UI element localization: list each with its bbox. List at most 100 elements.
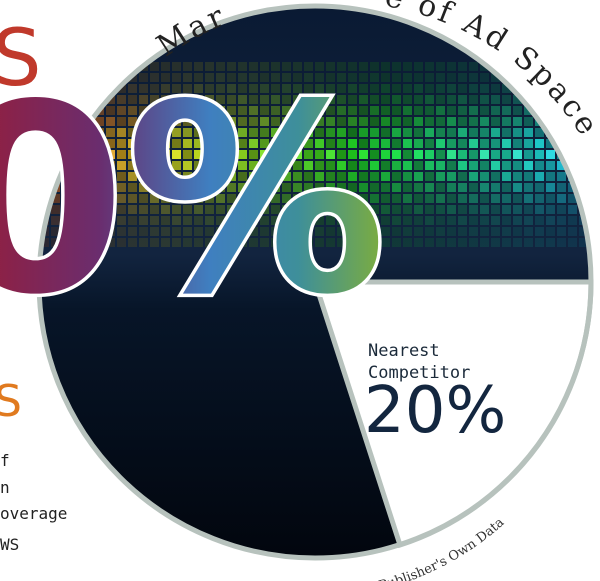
mosaic-tile — [513, 238, 522, 247]
mosaic-tile — [249, 128, 258, 137]
mosaic-tile — [249, 117, 258, 126]
mosaic-tile — [183, 62, 192, 71]
mosaic-tile — [161, 205, 170, 214]
mosaic-tile — [326, 139, 335, 148]
mosaic-tile — [304, 172, 313, 181]
mosaic-tile — [150, 95, 159, 104]
mosaic-tile — [139, 194, 148, 203]
mosaic-tile — [326, 106, 335, 115]
mosaic-tile — [414, 161, 423, 170]
mosaic-tile — [359, 95, 368, 104]
mosaic-tile — [315, 183, 324, 192]
mosaic-tile — [95, 128, 104, 137]
mosaic-tile — [469, 183, 478, 192]
mosaic-tile — [304, 183, 313, 192]
mosaic-tile — [480, 161, 489, 170]
mosaic-tile — [447, 62, 456, 71]
mosaic-tile — [579, 238, 588, 247]
mosaic-tile — [238, 183, 247, 192]
mosaic-tile — [238, 117, 247, 126]
mosaic-tile — [535, 238, 544, 247]
mosaic-tile — [238, 62, 247, 71]
mosaic-tile — [436, 205, 445, 214]
mosaic-tile — [502, 216, 511, 225]
mosaic-tile — [227, 194, 236, 203]
mosaic-tile — [73, 161, 82, 170]
mosaic-tile — [579, 161, 588, 170]
mosaic-tile — [161, 238, 170, 247]
mosaic-tile — [436, 238, 445, 247]
mosaic-tile — [227, 238, 236, 247]
mosaic-tile — [161, 183, 170, 192]
mosaic-tile — [392, 161, 401, 170]
mosaic-tile — [161, 128, 170, 137]
mosaic-tile — [304, 238, 313, 247]
mosaic-tile — [271, 194, 280, 203]
mosaic-tile — [194, 95, 203, 104]
mosaic-tile — [249, 62, 258, 71]
mosaic-tile — [348, 194, 357, 203]
mosaic-tile — [227, 95, 236, 104]
mosaic-tile — [282, 84, 291, 93]
mosaic-tile — [590, 150, 591, 159]
mosaic-tile — [282, 73, 291, 82]
mosaic-tile — [150, 117, 159, 126]
mosaic-tile — [194, 216, 203, 225]
mosaic-tile — [348, 73, 357, 82]
mosaic-tile — [381, 95, 390, 104]
mosaic-tile — [359, 183, 368, 192]
mosaic-tile — [51, 205, 60, 214]
mosaic-tile — [73, 205, 82, 214]
mosaic-tile — [502, 172, 511, 181]
mosaic-tile — [447, 205, 456, 214]
mosaic-tile — [161, 95, 170, 104]
mosaic-tile — [458, 194, 467, 203]
mosaic-tile — [436, 128, 445, 137]
mosaic-tile — [447, 172, 456, 181]
mosaic-tile — [524, 183, 533, 192]
mosaic-tile — [260, 238, 269, 247]
mosaic-tile — [458, 227, 467, 236]
mosaic-tile — [249, 73, 258, 82]
mosaic-tile — [403, 106, 412, 115]
mosaic-tile — [293, 62, 302, 71]
mosaic-tile — [370, 73, 379, 82]
mosaic-tile — [238, 84, 247, 93]
mosaic-tile — [106, 139, 115, 148]
mosaic-tile — [150, 139, 159, 148]
mosaic-tile — [249, 84, 258, 93]
mosaic-tile — [183, 227, 192, 236]
mosaic-tile — [469, 128, 478, 137]
mosaic-tile — [359, 84, 368, 93]
mosaic-tile — [238, 216, 247, 225]
mosaic-tile — [161, 62, 170, 71]
mosaic-tile — [359, 62, 368, 71]
mosaic-tile — [95, 117, 104, 126]
mosaic-tile — [139, 84, 148, 93]
mosaic-tile — [557, 194, 566, 203]
mosaic-tile — [51, 194, 60, 203]
mosaic-tile — [271, 117, 280, 126]
mosaic-tile — [216, 117, 225, 126]
mosaic-tile — [139, 95, 148, 104]
mosaic-tile — [359, 216, 368, 225]
mosaic-tile — [359, 161, 368, 170]
mosaic-tile — [205, 84, 214, 93]
mosaic-tile — [568, 194, 577, 203]
mosaic-tile — [513, 205, 522, 214]
mosaic-tile — [392, 172, 401, 181]
mosaic-tile — [106, 172, 115, 181]
mosaic-tile — [579, 227, 588, 236]
mosaic-tile — [282, 150, 291, 159]
mosaic-tile — [260, 150, 269, 159]
mosaic-tile — [524, 161, 533, 170]
mosaic-tile — [315, 227, 324, 236]
mosaic-tile — [535, 205, 544, 214]
mosaic-tile — [249, 161, 258, 170]
mosaic-tile — [425, 128, 434, 137]
mosaic-tile — [414, 183, 423, 192]
mosaic-tile — [557, 227, 566, 236]
mosaic-tile — [436, 73, 445, 82]
mosaic-tile — [403, 150, 412, 159]
mosaic-tile — [513, 172, 522, 181]
